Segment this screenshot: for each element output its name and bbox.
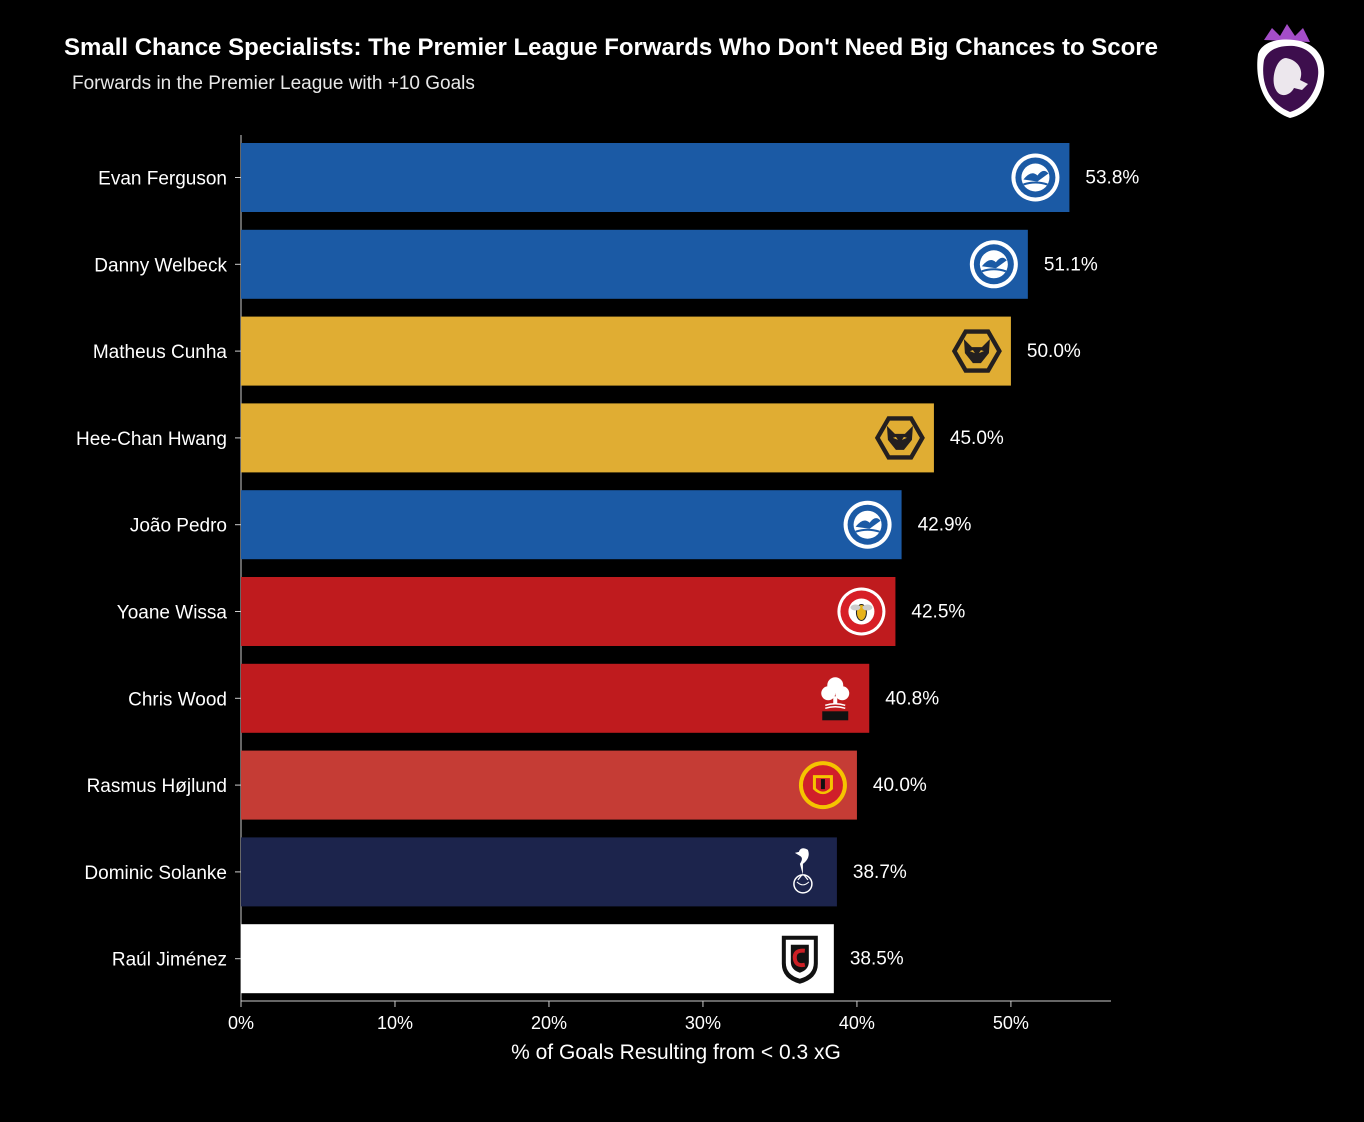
brighton-crest-icon: [969, 240, 1018, 289]
y-tick-label: Rasmus Højlund: [87, 776, 227, 797]
wolves-crest-icon: [874, 416, 925, 460]
y-tick-label: Yoane Wissa: [117, 603, 228, 624]
bar: [241, 750, 857, 820]
y-tick-label: Hee-Chan Hwang: [76, 429, 227, 450]
fulham-crest-icon: [781, 935, 818, 984]
bar-value-label: 42.5%: [911, 602, 965, 623]
bars-layer: [241, 143, 1070, 994]
bar: [241, 229, 1028, 299]
bar-value-label: 38.7%: [853, 862, 907, 883]
y-tick-label: Matheus Cunha: [93, 342, 228, 363]
club-icons-layer: [781, 153, 1060, 984]
chart-title: Small Chance Specialists: The Premier Le…: [64, 34, 1158, 61]
bar: [241, 403, 934, 473]
bar: [241, 143, 1070, 212]
bar-value-label: 38.5%: [850, 949, 904, 970]
bar: [241, 316, 1011, 386]
labels-layer: Evan Ferguson 53.8% Danny Welbeck 51.1% Math…: [76, 168, 1139, 971]
bar-value-label: 40.8%: [885, 688, 939, 709]
bar-value-label: 45.0%: [950, 428, 1004, 449]
bar-value-label: 51.1%: [1044, 254, 1098, 275]
forest-crest-icon: [821, 677, 850, 721]
bar-value-label: 40.0%: [873, 775, 927, 796]
y-tick-label: Dominic Solanke: [84, 863, 227, 884]
x-tick-label: 30%: [685, 1013, 721, 1033]
bar-value-label: 42.9%: [918, 515, 972, 536]
x-tick-label: 20%: [531, 1013, 567, 1033]
bar: [241, 577, 896, 646]
x-tick-label: 40%: [839, 1013, 875, 1033]
y-tick-label: Danny Welbeck: [94, 255, 227, 276]
bar-value-label: 50.0%: [1027, 341, 1081, 362]
bar: [241, 663, 870, 733]
wolves-crest-icon: [951, 329, 1002, 373]
bar-value-label: 53.8%: [1085, 168, 1139, 189]
x-axis-label: % of Goals Resulting from < 0.3 xG: [511, 1041, 841, 1064]
brentford-crest-icon: [837, 587, 886, 636]
x-tick-label: 50%: [993, 1013, 1029, 1033]
tottenham-crest-icon: [793, 848, 813, 894]
brighton-crest-icon: [843, 500, 892, 549]
x-tick-label: 0%: [228, 1013, 254, 1033]
premier-league-logo-icon: [1257, 24, 1325, 118]
y-tick-label: Raúl Jiménez: [112, 950, 227, 971]
y-tick-label: Evan Ferguson: [98, 169, 227, 190]
chart-subtitle: Forwards in the Premier League with +10 …: [72, 73, 475, 94]
y-tick-label: João Pedro: [130, 516, 227, 537]
man-united-crest-icon: [798, 761, 847, 810]
bar: [241, 837, 837, 907]
bar: [241, 924, 834, 994]
y-tick-label: Chris Wood: [128, 689, 227, 710]
bar: [241, 490, 902, 560]
brighton-crest-icon: [1011, 153, 1060, 202]
x-tick-label: 10%: [377, 1013, 413, 1033]
